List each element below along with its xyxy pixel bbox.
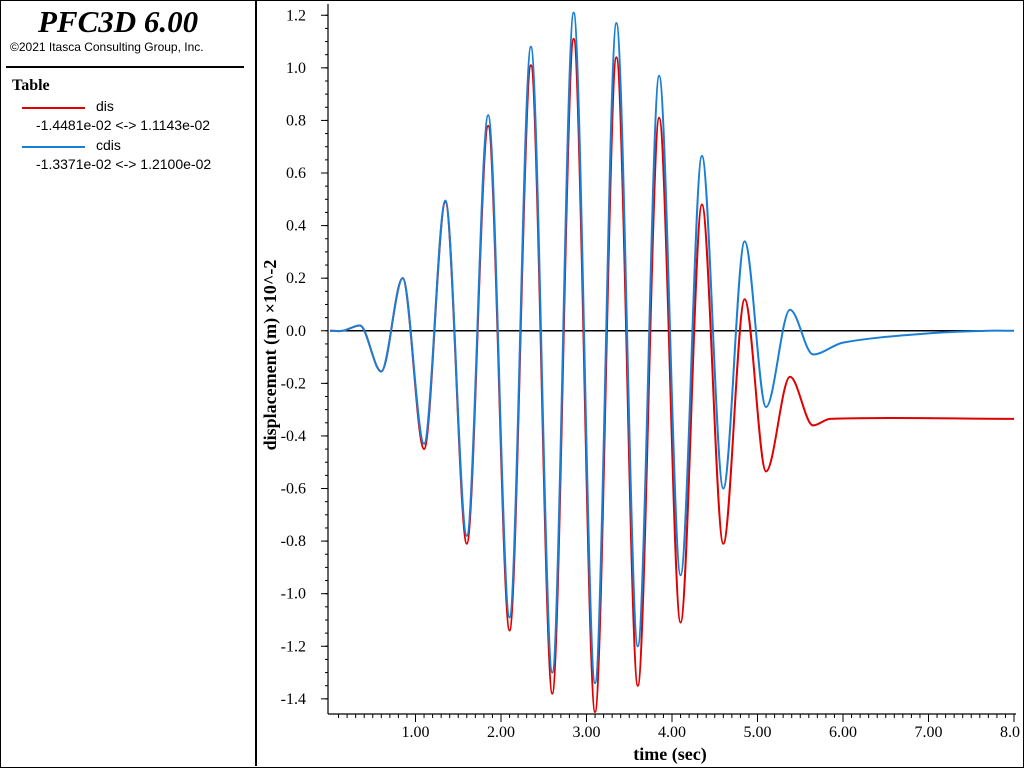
y-tick-label: -0.4 — [281, 428, 306, 445]
x-tick-label: 5.00 — [744, 724, 772, 741]
legend-name-dis: dis — [96, 98, 114, 114]
y-tick-label: -1.4 — [281, 691, 306, 708]
x-tick-label: 7.00 — [915, 724, 943, 741]
legend-panel: PFC3D 6.00 ©2021 Itasca Consulting Group… — [0, 0, 257, 766]
x-axis-title: time (sec) — [633, 744, 706, 765]
axis-layer: 1.2 1.0 0.8 0.6 0.4 0.2 0.0 -0.2 -0.4 -0.6 -0.8 -1.… — [281, 4, 1020, 741]
legend-range-dis: -1.4481e-02 <-> 1.1143e-02 — [36, 117, 211, 133]
y-tick-label: -0.2 — [281, 375, 306, 392]
y-tick-label: 1.2 — [286, 7, 306, 24]
legend-name-cdis: cdis — [96, 137, 121, 153]
y-tick-label: 0.0 — [286, 323, 306, 340]
y-tick-label: -1.0 — [281, 586, 306, 603]
legend-heading: Table — [12, 77, 50, 94]
legend-swatch-dis — [22, 107, 85, 109]
title-divider — [6, 66, 244, 68]
x-tick-label: 3.00 — [573, 724, 601, 741]
y-tick-label: -1.2 — [281, 638, 306, 655]
x-tick-label: 2.00 — [487, 724, 515, 741]
y-tick-label: -0.6 — [281, 481, 306, 498]
y-tick-label: 0.4 — [286, 218, 306, 235]
legend-swatch-cdis — [22, 146, 85, 148]
x-tick-label: 8.0 — [1000, 724, 1020, 741]
y-tick-label: -0.8 — [281, 533, 306, 550]
copyright-text: ©2021 Itasca Consulting Group, Inc. — [10, 40, 204, 54]
legend-range-cdis: -1.3371e-02 <-> 1.2100e-02 — [36, 156, 212, 172]
x-tick-label: 4.00 — [658, 724, 686, 741]
y-axis-title: displacement (m) ×10^-2 — [260, 260, 281, 451]
app-title: PFC3D 6.00 — [38, 4, 199, 39]
x-tick-label: 1.00 — [402, 724, 430, 741]
series-line-cdis — [329, 11, 1015, 685]
y-tick-label: 0.2 — [286, 270, 306, 287]
y-tick-label: 0.6 — [286, 165, 306, 182]
x-tick-label: 6.00 — [829, 724, 857, 741]
series-layer — [329, 11, 1015, 713]
y-tick-label: 1.0 — [286, 60, 306, 77]
y-tick-label: 0.8 — [286, 112, 306, 129]
